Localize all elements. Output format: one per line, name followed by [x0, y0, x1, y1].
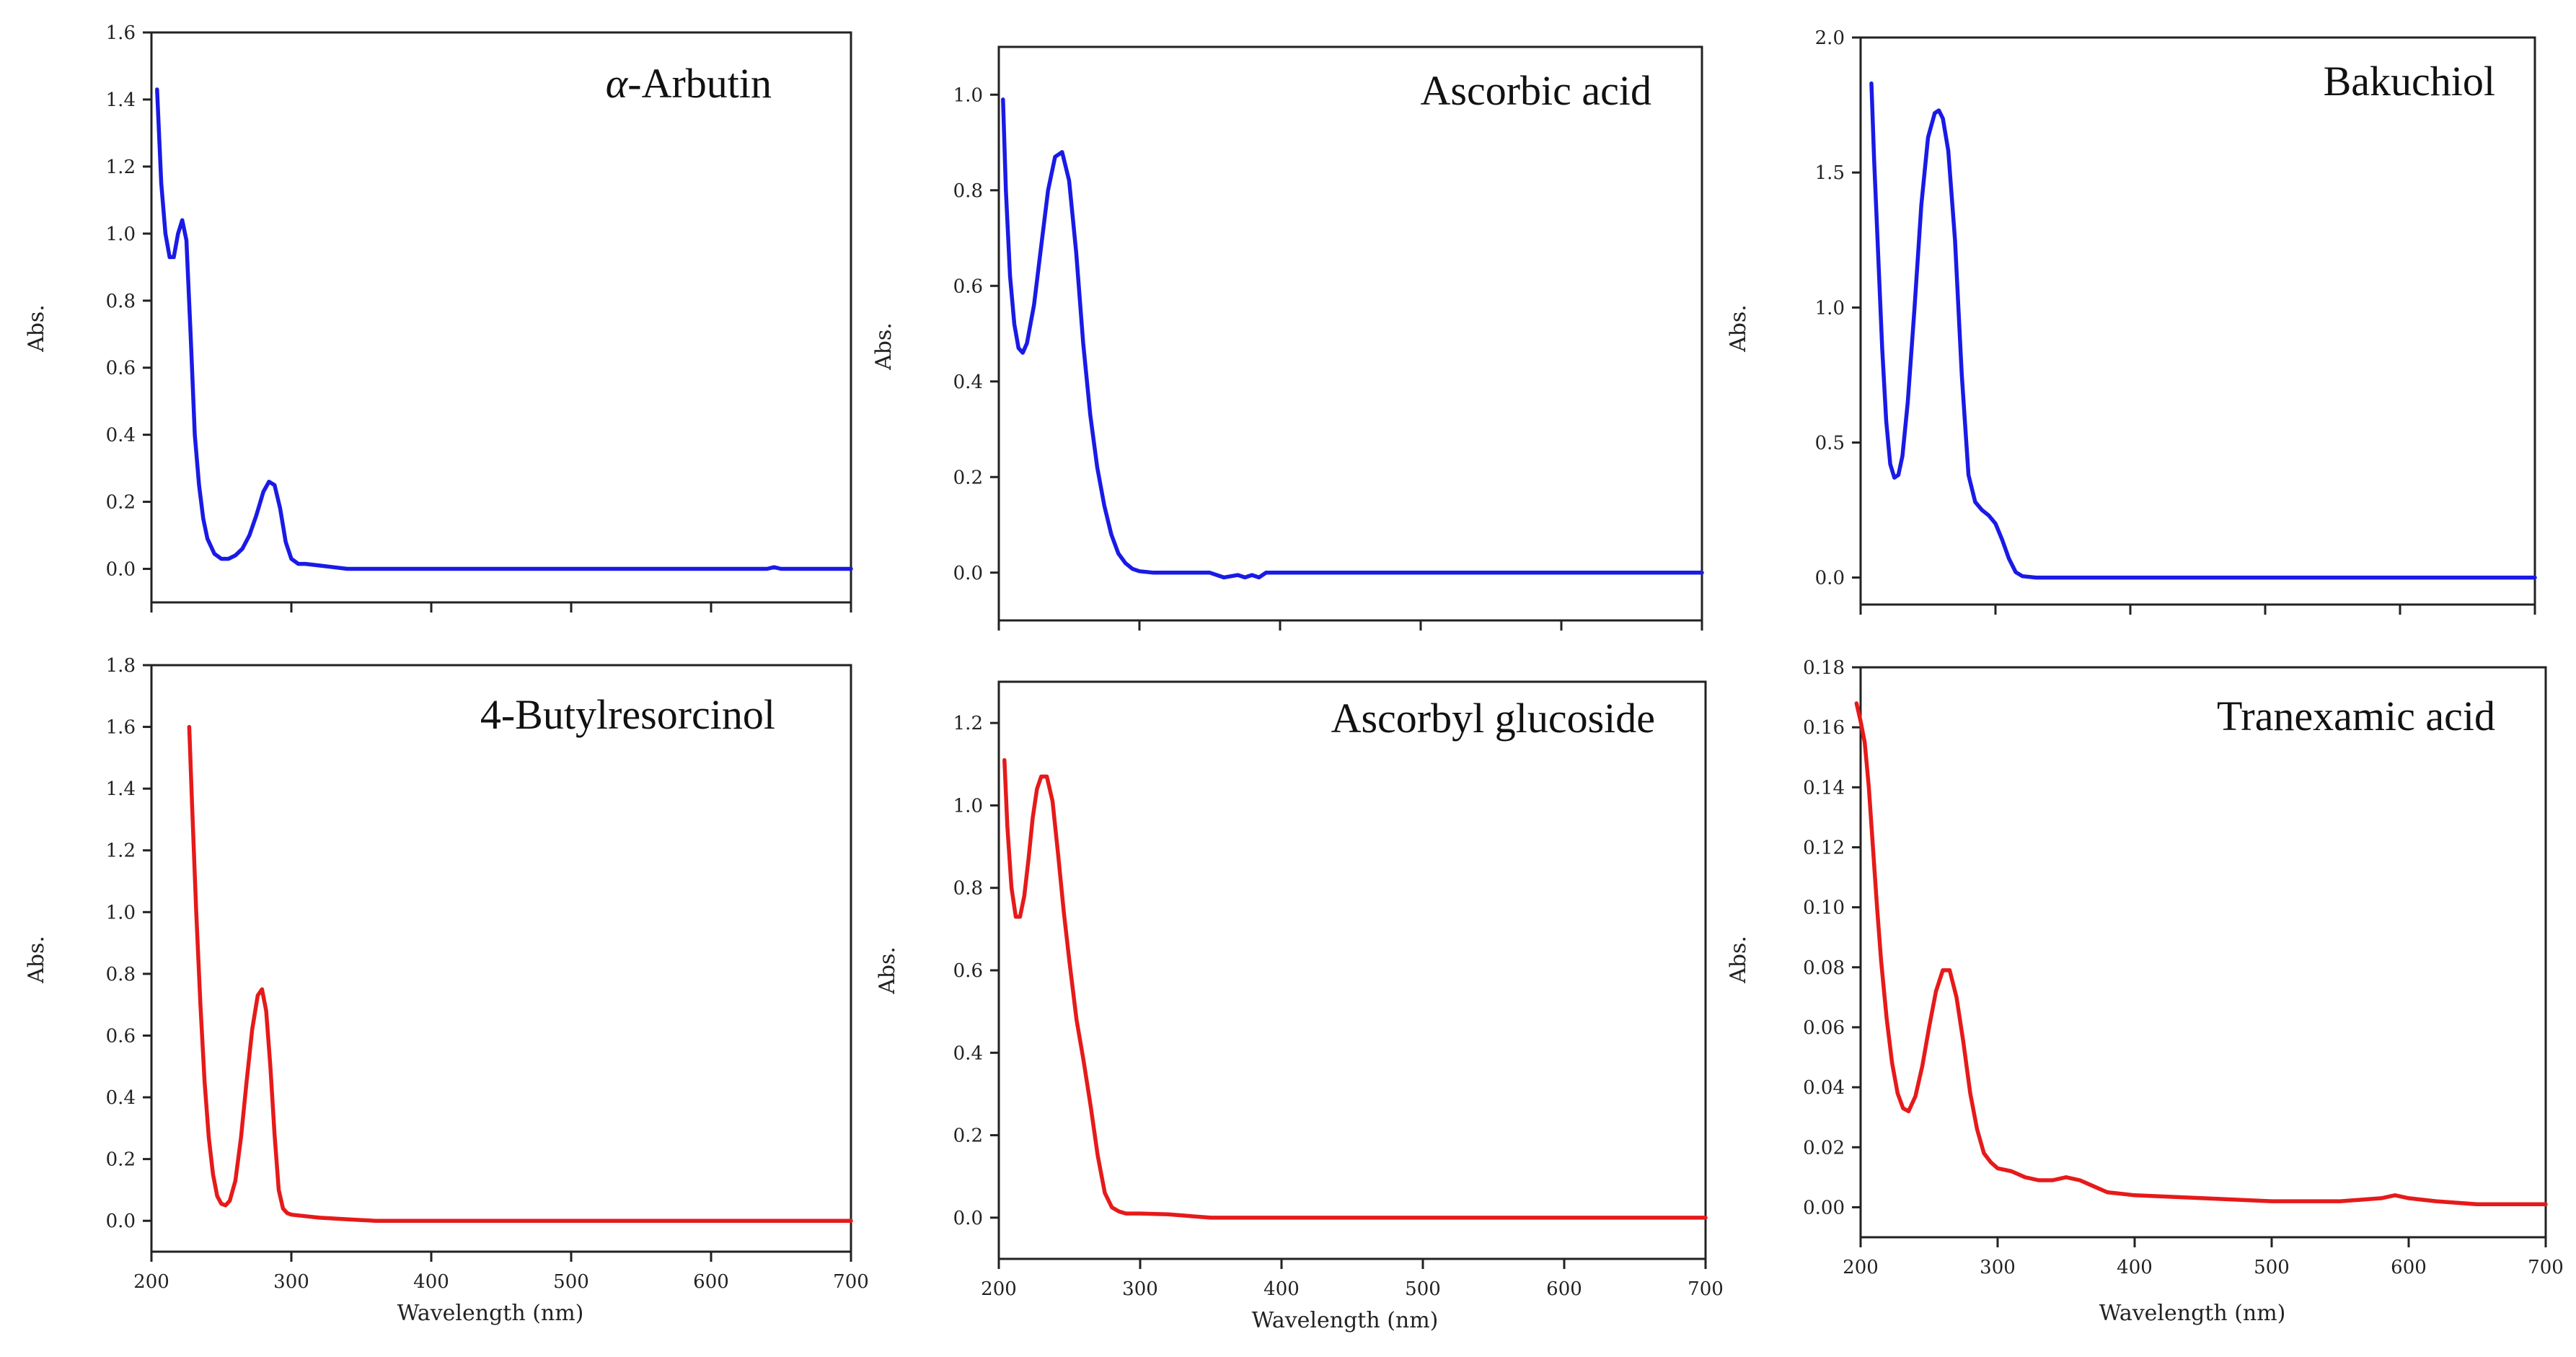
- x-tick-label: 400: [413, 1271, 449, 1293]
- y-tick-label: 0.00: [1803, 1197, 1845, 1218]
- y-axis-label: Abs.: [871, 322, 896, 371]
- panel-title: Ascorbyl glucoside: [1331, 695, 1655, 742]
- plot-frame: [997, 45, 1703, 622]
- spectrum-line: [187, 724, 853, 1223]
- spectrum-panel: 0.0 0.2 0.4 0.6 0.8 1.0 1.2 1.4 1.6 Abs. α-Arbutin: [24, 22, 853, 612]
- panel-title: 4-Butylresorcinol: [480, 691, 775, 738]
- plot-frame: [150, 31, 852, 604]
- y-tick-label: 1.0: [106, 224, 136, 245]
- y-tick-label: 0.16: [1803, 717, 1845, 739]
- y-tick-label: 1.4: [106, 89, 136, 111]
- plot-frame: [1859, 36, 2536, 606]
- x-tick-label: 700: [2528, 1257, 2564, 1278]
- y-tick-label: 1.6: [106, 717, 136, 739]
- y-tick-label: 0.2: [953, 467, 983, 488]
- y-tick-label: 0.12: [1803, 837, 1845, 858]
- y-axis-label: Abs.: [1726, 304, 1751, 353]
- y-tick-label: 1.0: [953, 795, 983, 817]
- x-tick-label: 500: [1405, 1278, 1441, 1300]
- y-tick-label: 0.4: [953, 1042, 983, 1064]
- y-tick-label: 0.2: [106, 492, 136, 514]
- spectrum-panel: 0.0 0.2 0.4 0.6 0.8 1.0 1.2 1.4 1.6 1.8 200 300 400 5…: [24, 655, 869, 1326]
- y-tick-label: 0.8: [106, 964, 136, 985]
- panel-title: α-Arbutin: [606, 60, 772, 107]
- x-tick-label: 700: [1688, 1278, 1724, 1300]
- y-tick-label: 0.5: [1815, 432, 1845, 454]
- y-tick-label: 0.14: [1803, 777, 1845, 799]
- y-tick-label: 0.08: [1803, 957, 1845, 979]
- x-tick-label: 500: [2254, 1257, 2290, 1278]
- x-tick-label: 200: [133, 1271, 169, 1293]
- y-tick-label: 1.2: [106, 840, 136, 862]
- y-tick-label: 1.0: [106, 902, 136, 923]
- y-tick-label: 0.6: [106, 1025, 136, 1047]
- y-tick-label: 1.0: [953, 84, 983, 106]
- y-tick-label: 0.0: [106, 559, 136, 581]
- spectrum-line: [1869, 81, 2537, 580]
- plot-frame: [997, 680, 1707, 1260]
- y-axis-label: Abs.: [24, 304, 49, 353]
- x-tick-label: 200: [1843, 1257, 1879, 1278]
- y-tick-label: 0.0: [106, 1211, 136, 1232]
- x-tick-label: 600: [693, 1271, 729, 1293]
- y-tick-label: 0.18: [1803, 657, 1845, 679]
- x-tick-label: 600: [2391, 1257, 2427, 1278]
- y-tick-label: 0.04: [1803, 1077, 1845, 1099]
- y-tick-label: 0.8: [953, 180, 983, 202]
- y-tick-label: 0.4: [953, 372, 983, 393]
- x-axis-label: Wavelength (nm): [2099, 1301, 2286, 1326]
- y-axis-label: Abs.: [875, 947, 900, 995]
- x-tick-label: 400: [1263, 1278, 1300, 1300]
- plot-frame: [1859, 666, 2547, 1239]
- x-tick-label: 700: [833, 1271, 869, 1293]
- y-tick-label: 0.6: [106, 358, 136, 379]
- y-tick-label: 0.6: [953, 960, 983, 982]
- x-axis-label: Wavelength (nm): [1252, 1308, 1439, 1333]
- plot-frame: [150, 664, 852, 1253]
- y-tick-label: 1.2: [953, 713, 983, 734]
- spectrum-panel: 0.0 0.2 0.4 0.6 0.8 1.0 Abs. Ascorbic acid: [871, 45, 1704, 631]
- y-tick-label: 0.06: [1803, 1017, 1845, 1039]
- x-tick-label: 500: [553, 1271, 589, 1293]
- y-tick-label: 1.2: [106, 157, 136, 178]
- y-tick-label: 2.0: [1815, 27, 1845, 49]
- spectrum-panel: 0.00 0.02 0.04 0.06 0.08 0.10 0.12 0.14 0.16 0.18…: [1726, 657, 2564, 1326]
- panel-title: Tranexamic acid: [2217, 693, 2495, 739]
- spectrum-line: [1002, 757, 1708, 1220]
- y-tick-label: 0.0: [953, 1208, 983, 1229]
- y-tick-label: 0.02: [1803, 1137, 1845, 1159]
- y-tick-label: 0.10: [1803, 897, 1845, 919]
- y-tick-label: 1.6: [106, 22, 136, 44]
- spectrum-panel: 0.0 0.2 0.4 0.6 0.8 1.0 1.2 200 300 400 500 600 700 A…: [875, 680, 1724, 1333]
- spectrum-line: [155, 87, 853, 571]
- x-tick-label: 300: [1980, 1257, 2016, 1278]
- y-tick-label: 1.4: [106, 778, 136, 800]
- x-tick-label: 600: [1546, 1278, 1582, 1300]
- y-tick-label: 0.2: [953, 1125, 983, 1147]
- y-tick-label: 0.8: [953, 878, 983, 900]
- y-tick-label: 1.0: [1815, 297, 1845, 319]
- panel-title: Ascorbic acid: [1421, 67, 1651, 114]
- y-axis-label: Abs.: [1726, 936, 1751, 984]
- y-tick-label: 0.2: [106, 1149, 136, 1171]
- y-tick-label: 0.0: [953, 563, 983, 584]
- y-tick-label: 0.0: [1815, 568, 1845, 589]
- spectrum-panel: 0.0 0.5 1.0 1.5 2.0 Abs. Bakuchiol: [1726, 27, 2537, 615]
- y-tick-label: 0.4: [106, 1087, 136, 1109]
- x-tick-label: 300: [1122, 1278, 1158, 1300]
- panel-title: Bakuchiol: [2324, 58, 2495, 105]
- spectrum-line: [1001, 97, 1704, 580]
- y-tick-label: 0.4: [106, 425, 136, 447]
- x-tick-label: 400: [2117, 1257, 2153, 1278]
- y-tick-label: 1.5: [1815, 162, 1845, 184]
- x-tick-label: 200: [981, 1278, 1017, 1300]
- y-tick-label: 1.8: [106, 655, 136, 677]
- spectrum-line: [1854, 701, 2548, 1207]
- y-tick-label: 0.8: [106, 291, 136, 312]
- x-tick-label: 300: [273, 1271, 309, 1293]
- x-axis-label: Wavelength (nm): [397, 1301, 584, 1326]
- y-tick-label: 0.6: [953, 276, 983, 297]
- y-axis-label: Abs.: [24, 936, 49, 984]
